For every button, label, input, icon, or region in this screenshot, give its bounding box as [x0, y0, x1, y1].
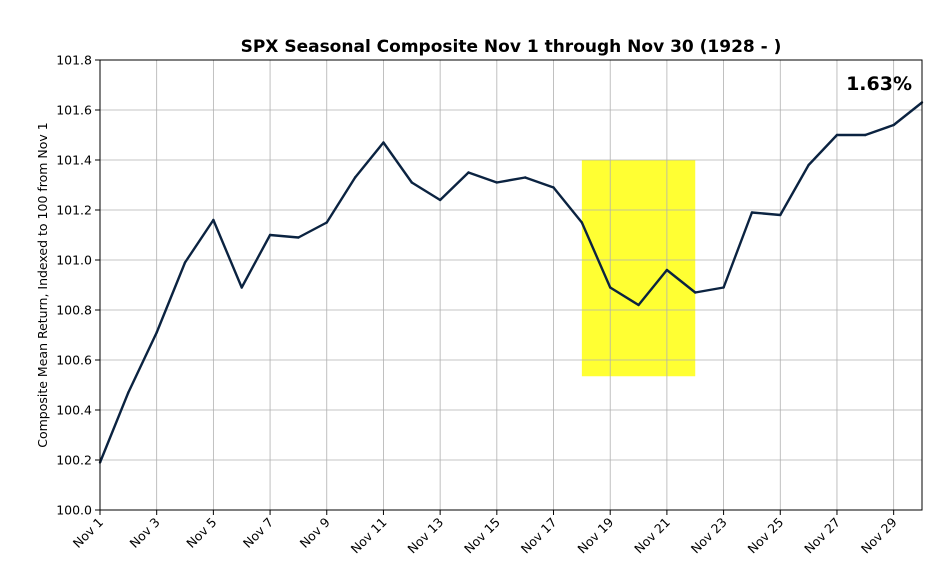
highlight-layer [581, 160, 696, 377]
y-tick-label: 101.2 [56, 203, 92, 218]
data-point [523, 176, 527, 179]
x-tick-label: Nov 7 [240, 515, 276, 551]
data-point [297, 236, 300, 239]
data-point [353, 176, 357, 179]
data-point [268, 233, 272, 237]
y-tick-label: 101.4 [56, 153, 92, 168]
x-tick-label: Nov 21 [631, 515, 673, 557]
data-point [779, 213, 782, 217]
x-tick-label: Nov 13 [404, 515, 446, 557]
return-annotation: 1.63% [846, 73, 912, 95]
data-point [609, 286, 612, 289]
plot-frame [99, 59, 923, 511]
data-point [467, 171, 470, 174]
y-tick-label: 101.6 [56, 103, 92, 118]
data-point [382, 141, 385, 144]
x-tick-label: Nov 23 [688, 515, 730, 557]
data-point [325, 221, 328, 224]
y-tick-label: 100.8 [56, 303, 92, 318]
data-point [722, 286, 725, 289]
y-axis-label: Composite Mean Return, Indexed to 100 fr… [35, 122, 50, 448]
data-point [835, 133, 839, 137]
series-line-0 [98, 101, 923, 463]
data-point [892, 123, 895, 127]
x-tick-label: Nov 5 [183, 515, 219, 551]
data-point [750, 211, 754, 214]
data-point [155, 331, 158, 334]
x-tick-label: Nov 25 [744, 515, 786, 557]
data-point [552, 186, 555, 189]
data-point [410, 181, 413, 184]
data-point [240, 286, 243, 289]
x-tick-label: Nov 27 [801, 515, 843, 557]
y-tick-label: 100.4 [56, 403, 92, 418]
data-point [438, 198, 442, 202]
y-axis: 100.0 100.2 100.4 100.6 100.8 101.0 101.2 101.4… [56, 53, 100, 518]
y-tick-label: 100.0 [56, 503, 92, 518]
data-point [183, 261, 187, 264]
y-tick-label: 101.8 [56, 53, 92, 68]
data-point [580, 221, 584, 224]
data-point [637, 303, 640, 307]
data-point [495, 181, 499, 184]
series-layer [98, 101, 924, 464]
x-tick-label: Nov 9 [297, 514, 333, 550]
x-tick-label: Nov 19 [574, 514, 616, 556]
y-tick-label: 100.6 [56, 353, 92, 368]
data-point [127, 391, 130, 394]
data-point [807, 163, 810, 167]
data-point [694, 291, 697, 294]
x-tick-label: Nov 11 [348, 515, 390, 557]
x-tick-label: Nov 1 [70, 515, 106, 551]
x-tick-label: Nov 3 [127, 515, 163, 551]
x-tick-label: Nov 15 [461, 515, 503, 557]
x-axis: Nov 1 Nov 3 Nov 5 Nov 7 Nov 9 Nov 11 Nov 13 Nov… [70, 510, 900, 556]
x-tick-label: Nov 17 [518, 515, 560, 557]
grid-layer [99, 59, 922, 511]
data-point [864, 133, 867, 137]
data-point [665, 268, 669, 272]
chart-title: SPX Seasonal Composite Nov 1 through Nov… [241, 37, 782, 57]
highlight-box [581, 160, 696, 377]
y-tick-label: 100.2 [56, 453, 92, 468]
data-point [212, 218, 215, 222]
y-tick-label: 101.0 [56, 253, 92, 268]
x-tick-label: Nov 29 [858, 514, 900, 556]
